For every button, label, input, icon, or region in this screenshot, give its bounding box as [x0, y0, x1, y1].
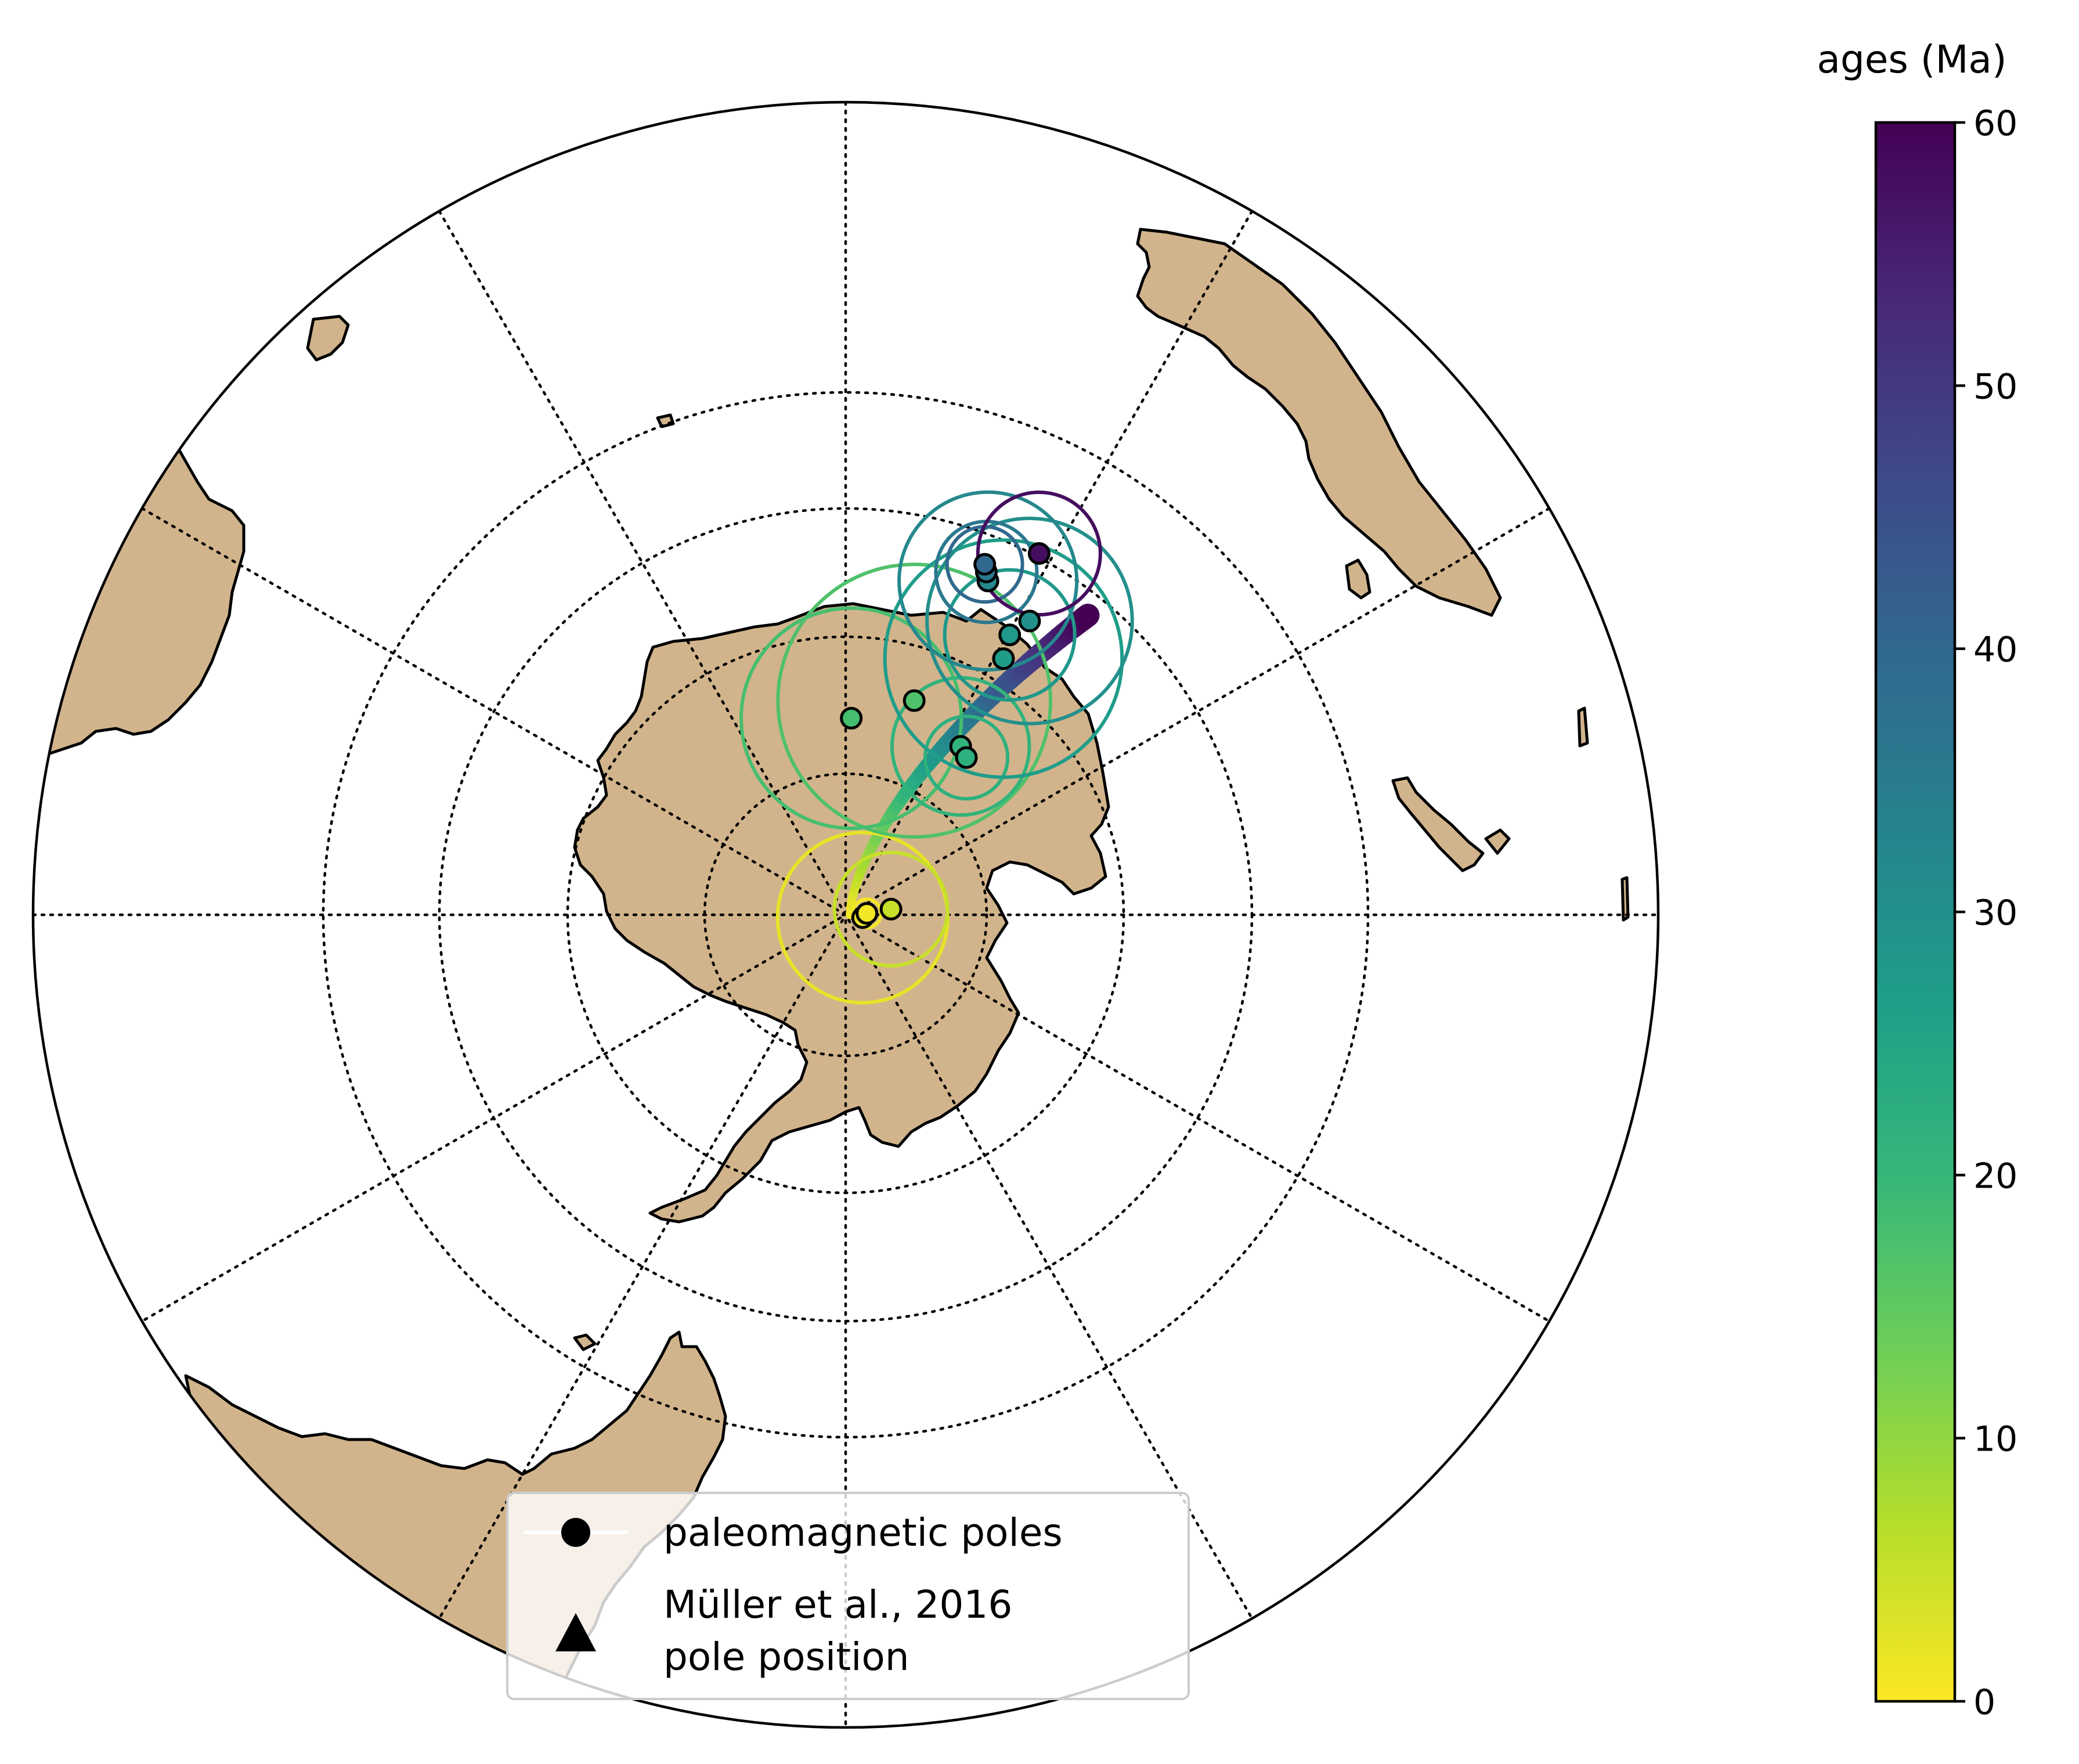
- new-zealand-fragment: [1391, 776, 1485, 872]
- madagascar: [1345, 558, 1371, 600]
- colorbar: ages (Ma) 0 10 20 30 40 50 60: [1817, 37, 2017, 1723]
- paleomagnetic-pole-marker: [903, 689, 926, 712]
- legend-label-poles: paleomagnetic poles: [663, 1510, 1063, 1555]
- paleomagnetic-pole-marker: [1027, 542, 1051, 565]
- paleomagnetic-pole-marker: [955, 746, 978, 769]
- globe-outline: [31, 100, 1660, 1729]
- colorbar-title: ages (Ma): [1817, 37, 2006, 82]
- colorbar-ticks: 0 10 20 30 40 50 60: [1955, 103, 2017, 1723]
- colorbar-tick-label: 30: [1973, 893, 2017, 933]
- falkland-islands: [573, 1333, 597, 1351]
- campbell-island: [1484, 828, 1511, 855]
- a95-circle: [943, 568, 1077, 702]
- polar-map: [31, 100, 1660, 1729]
- legend-frame: [506, 1492, 1190, 1700]
- colorbar-tick-label: 0: [1973, 1682, 1995, 1723]
- legend-label-model-line1: Müller et al., 2016: [663, 1582, 1012, 1627]
- paleomagnetic-pole-marker: [992, 647, 1015, 670]
- colorbar-tick-label: 60: [1973, 103, 2017, 144]
- a95-circle: [832, 850, 950, 968]
- paleomagnetic-pole-marker: [998, 623, 1022, 647]
- meridian: [140, 507, 1551, 1323]
- legend-label-model-line2: pole position: [663, 1635, 909, 1679]
- paleomagnetic-pole-marker: [973, 553, 997, 576]
- paleomagnetic-pole-marker: [879, 897, 903, 921]
- paleomagnetic-pole-marker: [840, 706, 863, 730]
- a95-circle: [925, 517, 1134, 726]
- colorbar-tick-label: 20: [1973, 1156, 2017, 1196]
- graticule: [33, 102, 1658, 1727]
- africa: [1136, 228, 1502, 617]
- paleomagnetic-pole-marker: [856, 902, 879, 925]
- legend-circle-marker: [561, 1518, 590, 1547]
- bouvet: [1620, 876, 1630, 922]
- south-sandwich: [1577, 706, 1589, 748]
- a95-circle: [776, 562, 1052, 839]
- colorbar-tick-label: 40: [1973, 630, 2017, 670]
- a95-circle: [883, 538, 1124, 780]
- a95-circles: [739, 490, 1134, 1005]
- colorbar-tick-label: 50: [1973, 366, 2017, 407]
- kerguelen-island: [656, 413, 675, 428]
- tasmania: [306, 315, 350, 362]
- a95-circle: [897, 490, 1079, 672]
- model-path-segment: [1071, 604, 1100, 631]
- pole-markers: [840, 542, 1051, 929]
- colorbar-tick-label: 10: [1973, 1419, 2017, 1460]
- paleomagnetic-pole-marker: [1018, 609, 1041, 633]
- a95-circle: [923, 715, 1010, 801]
- legend-triangle-marker: [555, 1613, 596, 1651]
- a95-circle: [976, 490, 1102, 617]
- legend: paleomagnetic poles Müller et al., 2016 …: [506, 1492, 1190, 1700]
- colorbar-gradient-bar: [1874, 121, 1957, 1703]
